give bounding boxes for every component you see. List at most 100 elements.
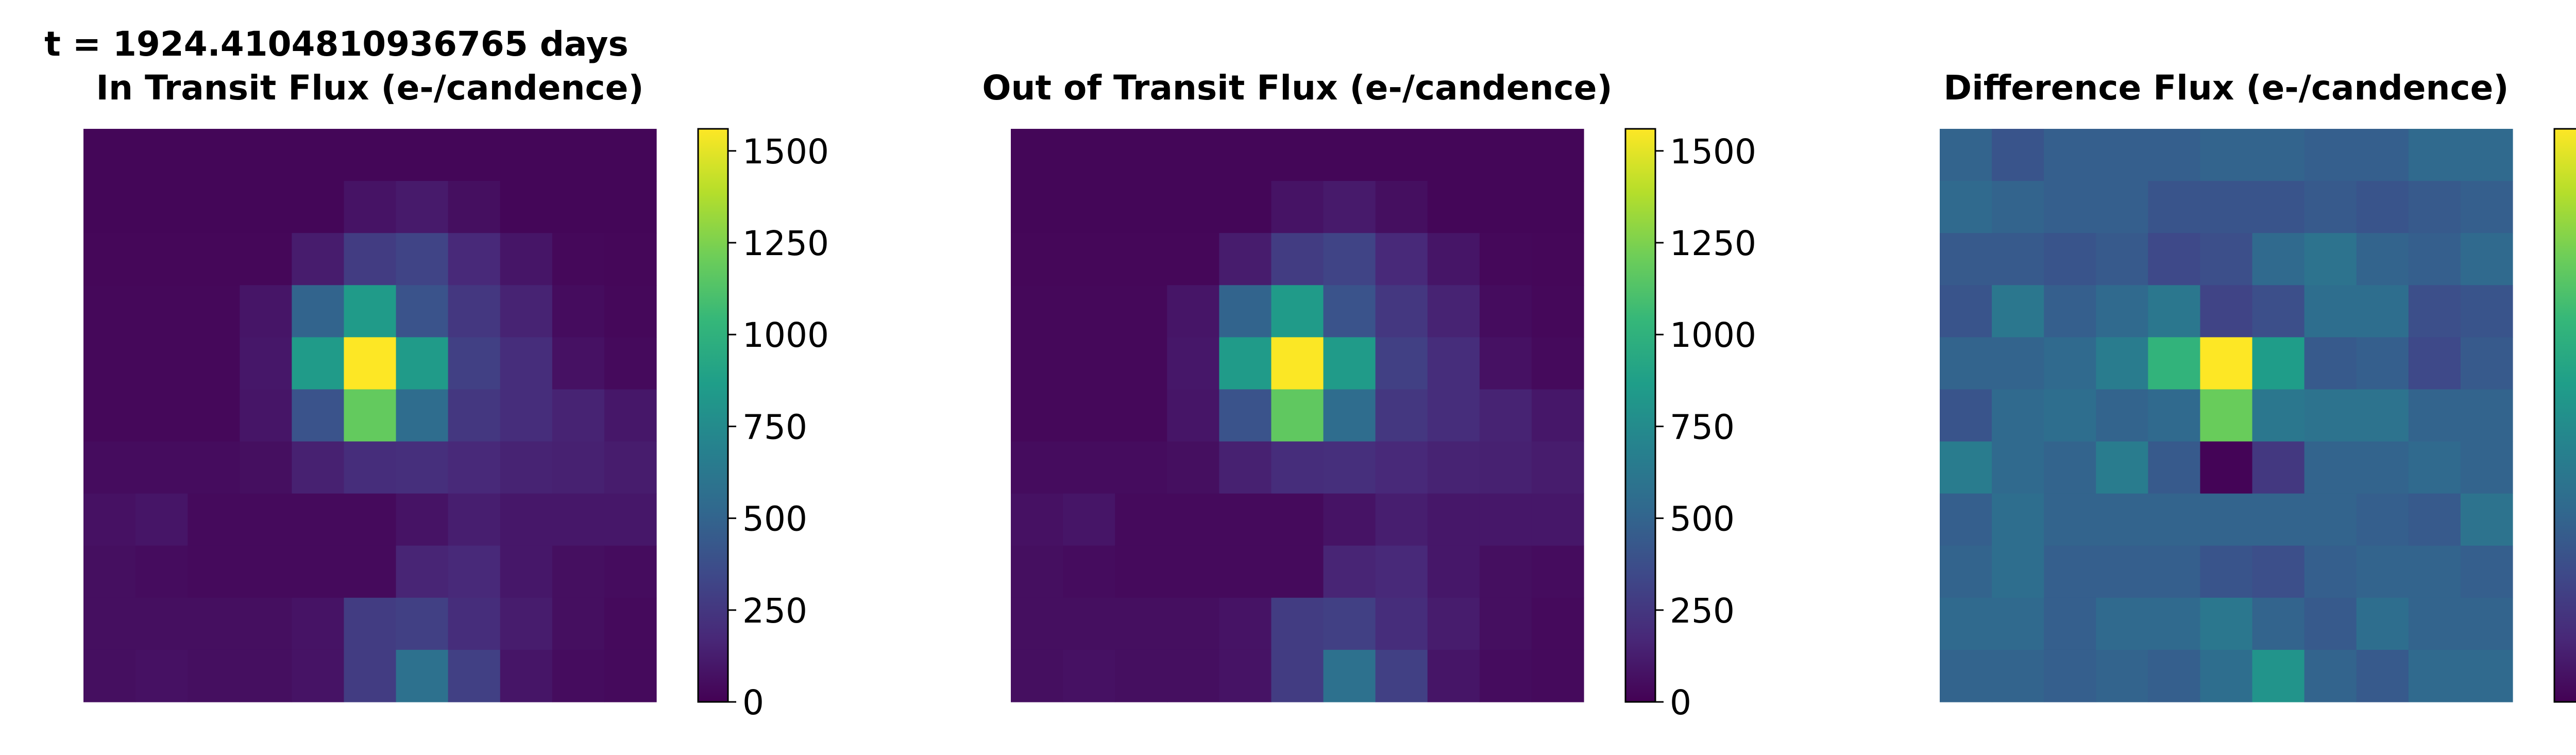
heatmap-cell [2252,545,2305,598]
heatmap-cell [1011,181,1063,233]
heatmap-cell [2148,389,2201,442]
colorbar-tick-label: 500 [742,499,807,539]
heatmap-cell [1323,649,1376,702]
heatmap-cell [1271,597,1324,650]
heatmap-cell [448,181,501,233]
heatmap-cell [2356,597,2409,650]
colorbar [1624,128,1656,703]
heatmap-cell [1531,337,1584,390]
heatmap-cell [1115,441,1167,494]
panels: In Transit Flux (e-/candence) 0 250 500 750 1… [83,68,2576,723]
heatmap-cell [1063,649,1115,702]
heatmap-cell [292,493,345,546]
heatmap-cell [292,597,345,650]
heatmap-cell [2252,649,2305,702]
heatmap-cell [2200,181,2253,233]
heatmap [1011,129,1584,702]
heatmap-cell [1323,337,1376,390]
heatmap-cell [2460,181,2513,233]
heatmap-cell [1531,285,1584,338]
heatmap-cell [2408,441,2461,494]
heatmap-cell [2200,597,2253,650]
heatmap-cell [1323,441,1376,494]
heatmap-cell [83,285,136,338]
heatmap-cell [188,337,240,390]
heatmap-cell [2252,597,2305,650]
heatmap-cell [2096,441,2148,494]
heatmap-cell [2460,129,2513,181]
heatmap-cell [188,649,240,702]
heatmap-cell [2356,233,2409,286]
heatmap-cell [240,389,292,442]
heatmap-cell [1063,389,1115,442]
heatmap-cell [240,649,292,702]
heatmap-cell [240,441,292,494]
colorbar-tick-label: 250 [742,591,807,631]
heatmap-cell [292,285,345,338]
heatmap-cell [83,597,136,650]
heatmap-cell [1115,389,1167,442]
heatmap-cell [292,129,345,181]
heatmap-cell [1323,597,1376,650]
heatmap-cell [1219,337,1272,390]
heatmap-cell [2356,337,2409,390]
heatmap-cell [396,493,449,546]
heatmap [83,129,657,702]
heatmap-cell [396,337,449,390]
heatmap-cell [604,441,657,494]
heatmap-cell [188,493,240,546]
heatmap-cell [1940,181,1992,233]
heatmap-cell [2460,493,2513,546]
heatmap-cell [2460,545,2513,598]
heatmap-cell [83,545,136,598]
heatmap-cell [240,285,292,338]
heatmap-cell [292,441,345,494]
heatmap-cell [2044,649,2096,702]
heatmap-cell [1323,233,1376,286]
heatmap-cell [1992,233,2044,286]
heatmap-cell [1479,493,1532,546]
heatmap-cell [396,233,449,286]
panel-title: In Transit Flux (e-/candence) [96,68,643,108]
heatmap-cell [2096,493,2148,546]
heatmap-cell [1375,285,1428,338]
heatmap-cell [2044,337,2096,390]
heatmap-cell [1531,545,1584,598]
heatmap-cell [1219,181,1272,233]
heatmap-cell [1992,389,2044,442]
heatmap-cell [1427,181,1480,233]
heatmap-cell [2200,129,2253,181]
heatmap-cell [1479,181,1532,233]
heatmap-cell [1063,233,1115,286]
colorbar-tick-label: 1250 [1670,224,1756,263]
heatmap-cell [500,649,553,702]
heatmap-cell [83,129,136,181]
heatmap-cell [552,545,605,598]
heatmap-cell [1940,545,1992,598]
heatmap-cell [2096,597,2148,650]
heatmap-cell [2200,441,2253,494]
heatmap-cell [1479,545,1532,598]
heatmap-cell [1427,337,1480,390]
heatmap-cell [188,181,240,233]
heatmap-cell [1115,129,1167,181]
heatmap-cell [292,389,345,442]
panel-3: Difference Flux (e-/candence)−10123 [1940,68,2576,703]
heatmap-cell [448,441,501,494]
heatmap-cell [2148,545,2201,598]
heatmap-cell [1531,597,1584,650]
heatmap-cell [1992,337,2044,390]
heatmap-cell [1271,649,1324,702]
heatmap-cell [1271,233,1324,286]
heatmap-cell [500,389,553,442]
heatmap-cell [1940,129,1992,181]
heatmap-cell [188,597,240,650]
heatmap-cell [500,441,553,494]
heatmap-cell [396,129,449,181]
heatmap-cell [1427,597,1480,650]
heatmap-cell [1271,493,1324,546]
heatmap-cell [1375,337,1428,390]
heatmap-cell [1992,597,2044,650]
heatmap-cell [1219,649,1272,702]
